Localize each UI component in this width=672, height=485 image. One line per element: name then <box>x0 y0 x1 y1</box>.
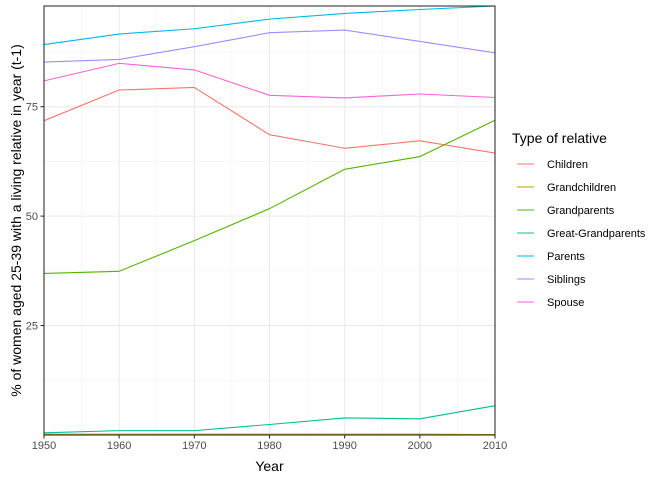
legend-label-siblings: Siblings <box>547 274 586 286</box>
x-tick-label: 1950 <box>32 440 56 452</box>
legend-label-great-grandparents: Great-Grandparents <box>547 228 646 240</box>
y-tick-label: 75 <box>26 102 38 114</box>
y-tick-label: 50 <box>26 211 38 223</box>
x-tick-label: 2000 <box>408 440 432 452</box>
legend-title: Type of relative <box>512 130 607 146</box>
x-axis-title: Year <box>255 458 284 474</box>
legend-label-parents: Parents <box>547 251 585 263</box>
x-tick-label: 1980 <box>257 440 281 452</box>
y-tick-label: 25 <box>26 321 38 333</box>
legend-label-children: Children <box>547 159 588 171</box>
legend-label-grandchildren: Grandchildren <box>547 182 616 194</box>
x-tick-label: 2010 <box>483 440 507 452</box>
x-tick-label: 1990 <box>332 440 356 452</box>
y-axis-title: % of women aged 25-39 with a living rela… <box>8 44 24 397</box>
legend-label-spouse: Spouse <box>547 297 584 309</box>
x-tick-label: 1960 <box>107 440 131 452</box>
legend-label-grandparents: Grandparents <box>547 205 615 217</box>
x-tick-label: 1970 <box>182 440 206 452</box>
